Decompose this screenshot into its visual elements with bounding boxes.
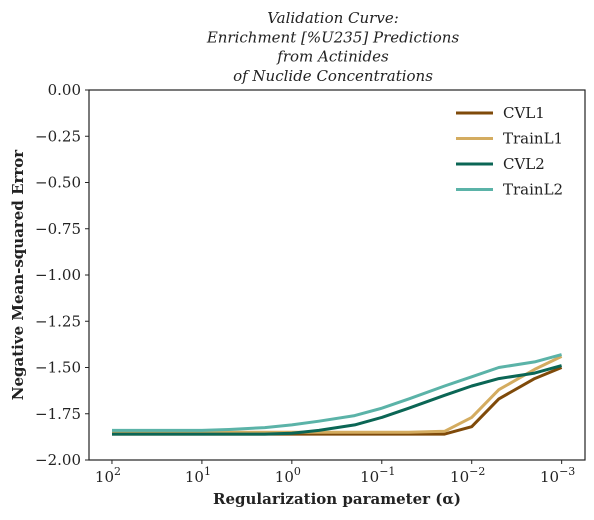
- series-line-cvl1: [112, 366, 563, 436]
- title-line: of Nuclide Concentrations: [233, 67, 433, 85]
- x-tick-base: 10: [95, 468, 114, 486]
- y-tick-label: −0.75: [35, 220, 81, 238]
- series-line-cvl2: [112, 364, 563, 436]
- y-axis-ticks: 0.00 −0.25 −0.50 −0.75 −1.00 −1.25 −1.50 −1.75 −…: [35, 81, 89, 469]
- series-line-trainl1: [112, 355, 563, 434]
- y-tick-label: −1.25: [35, 312, 81, 330]
- x-tick-exponent: −1: [379, 465, 395, 478]
- x-tick-label: 10−2: [450, 465, 485, 486]
- title-line: Validation Curve:: [267, 9, 399, 27]
- legend-label-trainl1: TrainL1: [503, 130, 563, 148]
- y-tick-label: −0.50: [35, 174, 81, 192]
- legend-label-trainl2: TrainL2: [503, 181, 563, 199]
- x-tick-base: 10: [360, 468, 379, 486]
- x-tick-exponent: 0: [294, 465, 301, 478]
- x-tick-base: 10: [275, 468, 294, 486]
- x-axis-label: Regularization parameter (α): [213, 490, 461, 508]
- x-tick-exponent: −3: [559, 465, 575, 478]
- y-tick-label: −1.00: [35, 266, 81, 284]
- title-line: from Actinides: [276, 48, 389, 66]
- x-tick-exponent: 1: [204, 465, 211, 478]
- x-tick-base: 10: [540, 468, 559, 486]
- series-lines: [112, 353, 563, 436]
- y-tick-label: −1.75: [35, 405, 81, 423]
- legend-label-cvl1: CVL1: [503, 104, 545, 122]
- x-tick-exponent: −2: [469, 465, 485, 478]
- x-tick-label: 10−3: [540, 465, 575, 486]
- x-tick-label: 101: [185, 465, 211, 486]
- chart-title: Validation Curve:Enrichment [%U235] Pred…: [206, 9, 460, 85]
- y-tick-label: −0.25: [35, 127, 81, 145]
- x-tick-base: 10: [185, 468, 204, 486]
- legend: CVL1 TrainL1 CVL2 TrainL2: [456, 104, 563, 199]
- x-tick-base: 10: [450, 468, 469, 486]
- x-tick-label: 100: [275, 465, 301, 486]
- y-axis-label: Negative Mean-squared Error: [9, 149, 27, 401]
- y-tick-label: −1.50: [35, 359, 81, 377]
- y-tick-label: −2.00: [35, 451, 81, 469]
- series-line-trainl2: [112, 353, 562, 432]
- x-tick-label: 102: [95, 465, 121, 486]
- x-tick-exponent: 2: [114, 465, 121, 478]
- legend-label-cvl2: CVL2: [503, 155, 545, 173]
- x-tick-label: 10−1: [360, 465, 395, 486]
- title-line: Enrichment [%U235] Predictions: [206, 28, 460, 46]
- y-tick-label: 0.00: [48, 81, 81, 99]
- x-axis-ticks: 102 101 100 10−1 10−2 10−3: [95, 460, 575, 486]
